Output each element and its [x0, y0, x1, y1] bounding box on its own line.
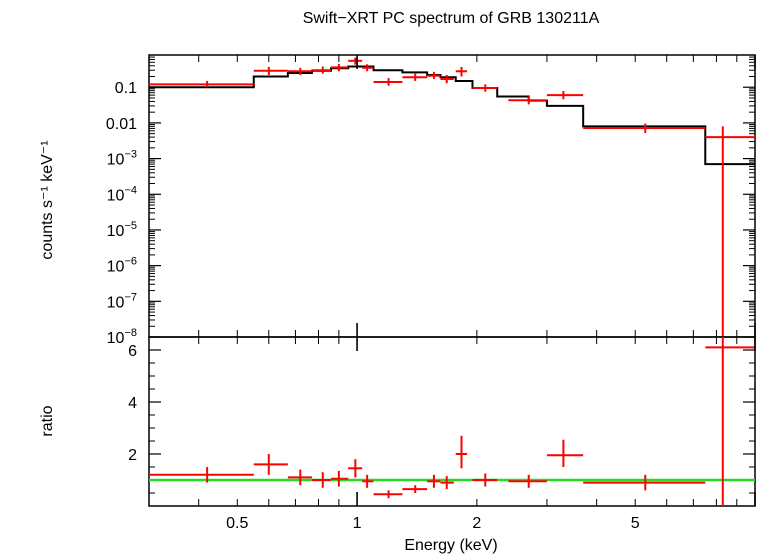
top-y-tick-label: 0.1: [115, 80, 137, 97]
ratio-data-point: [583, 474, 706, 491]
top-y-tick-label: 10−6: [107, 256, 137, 276]
ratio-data-point: [253, 454, 288, 475]
top-panel-frame: [148, 54, 756, 338]
ratio-data-point: [472, 473, 498, 487]
spectrum-data-point: [348, 57, 363, 65]
ratio-data-point: [508, 474, 547, 488]
spectrum-data-point: [583, 123, 706, 134]
ratio-data-point: [149, 467, 254, 483]
spectrum-data-point: [546, 91, 584, 100]
ratio-data-point: [311, 472, 332, 488]
x-tick-label: 5: [631, 515, 640, 532]
ratio-data-point: [455, 435, 468, 469]
top-panel: 0.1 0.01 10−3 10−4 10−5 10−6 10−7 10−8 counts s…: [39, 54, 756, 347]
top-y-tick-label: 10−4: [107, 184, 137, 204]
x-axis-label: Energy (keV): [404, 537, 497, 554]
bottom-y-tick-label: 6: [128, 343, 137, 360]
spectrum-data-point: [362, 64, 374, 72]
top-y-tick-label: 10−5: [107, 220, 137, 240]
spectrum-data-point: [331, 63, 349, 72]
bottom-y-ticks: [149, 349, 755, 494]
x-tick-label: 0.5: [226, 515, 248, 532]
x-tick-labels: 0.5 1 2 5: [226, 515, 640, 532]
ratio-data-point: [287, 469, 312, 486]
bottom-y-tick-label: 4: [128, 395, 137, 412]
chart-title: Swift−XRT PC spectrum of GRB 130211A: [303, 10, 600, 27]
x-tick-label: 2: [472, 515, 481, 532]
spectrum-data-point: [287, 67, 312, 76]
top-y-axis-label: counts s⁻¹ keV⁻¹: [39, 140, 56, 259]
top-y-ticks: [149, 56, 755, 338]
bottom-panel-frame: [148, 336, 756, 507]
top-y-tick-label: 10−8: [107, 327, 137, 347]
spectrum-data-point: [508, 96, 547, 105]
ratio-data-point: [348, 459, 363, 478]
ratio-data-point: [373, 490, 403, 499]
spectrum-data-point: [455, 66, 468, 77]
model-step-path: [149, 65, 755, 166]
ratio-data-point: [331, 470, 349, 487]
spectrum-data-point: [472, 84, 498, 92]
bottom-y-axis-label: ratio: [39, 405, 56, 436]
ratio-data-point: [546, 439, 584, 467]
x-ticks: [148, 55, 756, 506]
bottom-panel: 2 4 6 0.5 1 2 5 ratio Energy (keV): [39, 55, 756, 554]
x-tick-label: 1: [353, 515, 362, 532]
ratio-data-points: [149, 337, 755, 506]
model-step-line: [149, 65, 755, 166]
ratio-data-point: [427, 474, 441, 488]
bottom-y-tick-labels: 2 4 6: [128, 343, 137, 464]
top-y-tick-label: 0.01: [106, 116, 137, 133]
top-y-tick-label: 10−7: [107, 291, 137, 311]
bottom-y-tick-label: 2: [128, 447, 137, 464]
spectrum-data-point: [705, 126, 755, 337]
top-y-tick-label: 10−3: [107, 149, 137, 169]
spectrum-data-point: [440, 75, 454, 84]
ratio-data-point: [402, 485, 428, 493]
spectrum-data-point: [427, 71, 441, 80]
ratio-data-point: [362, 474, 374, 488]
ratio-data-point: [705, 337, 755, 506]
spectrum-data-point: [373, 78, 403, 86]
ratio-data-point: [440, 476, 454, 490]
spectrum-data-point: [311, 66, 332, 74]
top-y-tick-labels: 0.1 0.01 10−3 10−4 10−5 10−6 10−7 10−8: [106, 80, 137, 347]
spectrum-data-point: [402, 73, 428, 81]
spectrum-data-point: [149, 80, 254, 88]
spectrum-data-points: [149, 57, 755, 337]
spectrum-data-point: [253, 66, 288, 76]
